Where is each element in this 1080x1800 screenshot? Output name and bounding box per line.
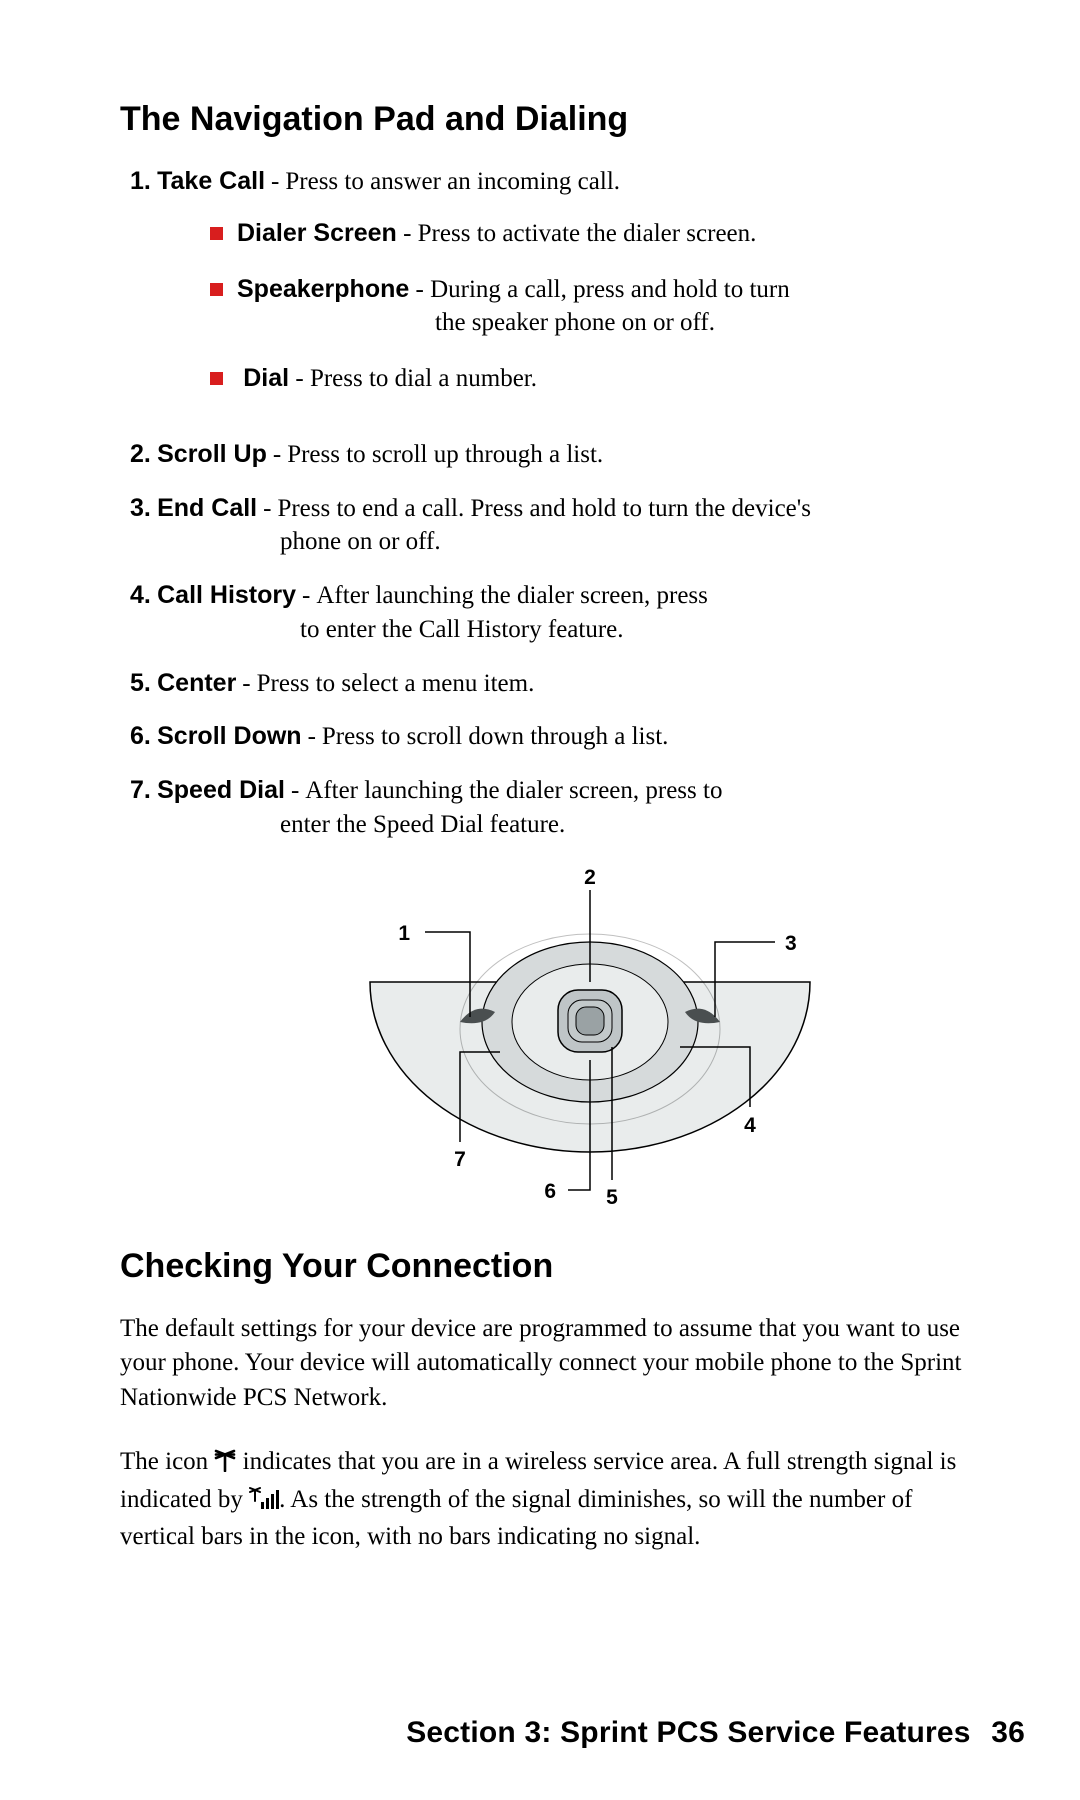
separator: - (296, 579, 316, 613)
list-item: 5. Center - Press to select a menu item. (130, 667, 985, 701)
diagram-svg: 1 2 3 4 5 6 7 (310, 862, 870, 1232)
diagram-label-6: 6 (544, 1180, 556, 1203)
item-number: 1. (130, 165, 151, 199)
item-number: 3. (130, 492, 151, 526)
page-footer: Section 3: Sprint PCS Service Features 3… (406, 1716, 1025, 1750)
diagram-label-4: 4 (744, 1114, 756, 1137)
sub-list: Dialer Screen - Press to activate the di… (210, 217, 985, 418)
separator: - (295, 365, 310, 392)
diagram-label-5: 5 (606, 1186, 618, 1209)
sub-item-label: Dial (243, 364, 289, 392)
item-number: 7. (130, 774, 151, 808)
separator: - (267, 438, 287, 472)
sub-item-description: During a call, press and hold to turn (430, 276, 790, 303)
bullet-icon (210, 227, 223, 240)
heading-checking-connection: Checking Your Connection (120, 1247, 985, 1286)
item-description: Press to select a menu item. (257, 667, 985, 701)
sub-item-description: Press to dial a number. (310, 365, 537, 392)
footer-page-number: 36 (991, 1716, 1025, 1749)
separator: - (403, 220, 418, 247)
antenna-icon (214, 1448, 236, 1483)
item-description: Press to answer an incoming call. (285, 165, 985, 199)
sub-list-item: Dial - Press to dial a number. (210, 362, 985, 396)
item-description: Press to scroll up through a list. (287, 438, 985, 472)
numbered-list: 1. Take Call - Press to answer an incomi… (130, 165, 985, 842)
diagram-label-3: 3 (785, 932, 797, 955)
page-root: The Navigation Pad and Dialing 1. Take C… (0, 0, 1080, 1800)
separator: - (236, 667, 256, 701)
diagram-label-7: 7 (454, 1148, 466, 1171)
para2-part-a: The icon (120, 1448, 214, 1475)
list-item: 3. End Call - Press to end a call. Press… (130, 492, 985, 560)
item-label: Scroll Down (157, 720, 301, 754)
list-item: 7. Speed Dial - After launching the dial… (130, 774, 985, 842)
footer-section-title: Section 3: Sprint PCS Service Features (406, 1716, 970, 1749)
bullet-icon (210, 372, 223, 385)
item-label: Speed Dial (157, 774, 285, 808)
item-continuation: to enter the Call History feature. (130, 613, 985, 647)
separator: - (257, 492, 277, 526)
bullet-icon (210, 283, 223, 296)
separator: - (302, 720, 322, 754)
item-number: 2. (130, 438, 151, 472)
item-label: End Call (157, 492, 257, 526)
item-number: 4. (130, 579, 151, 613)
item-label: Scroll Up (157, 438, 267, 472)
list-item: 6. Scroll Down - Press to scroll down th… (130, 720, 985, 754)
item-label: Center (157, 667, 236, 701)
connection-paragraph-1: The default settings for your device are… (120, 1312, 985, 1416)
sub-list-item: Dialer Screen - Press to activate the di… (210, 217, 985, 251)
sub-item-description: Press to activate the dialer screen. (418, 220, 757, 247)
item-continuation: phone on or off. (130, 525, 985, 559)
item-continuation: enter the Speed Dial feature. (130, 808, 985, 842)
item-description: After launching the dialer screen, press… (305, 774, 985, 808)
separator: - (285, 774, 305, 808)
item-number: 5. (130, 667, 151, 701)
diagram-label-2: 2 (584, 866, 596, 889)
diagram-label-1: 1 (398, 922, 410, 945)
item-number: 6. (130, 720, 151, 754)
navigation-pad-diagram: 1 2 3 4 5 6 7 (310, 862, 870, 1237)
list-item: 4. Call History - After launching the di… (130, 579, 985, 647)
item-description: Press to end a call. Press and hold to t… (277, 492, 985, 526)
item-label: Take Call (157, 165, 265, 199)
item-label: Call History (157, 579, 296, 613)
sub-list-item: Speakerphone - During a call, press and … (210, 273, 985, 341)
separator: - (265, 165, 285, 199)
item-description: After launching the dialer screen, press (316, 579, 985, 613)
separator: - (416, 276, 431, 303)
list-item: 1. Take Call - Press to answer an incomi… (130, 165, 985, 418)
heading-navigation-pad: The Navigation Pad and Dialing (120, 100, 985, 139)
sub-item-label: Dialer Screen (237, 219, 397, 247)
connection-paragraph-2: The icon indicates that you are in a wir… (120, 1445, 985, 1555)
sub-item-label: Speakerphone (237, 275, 409, 303)
sub-item-continuation: the speaker phone on or off. (237, 306, 985, 340)
item-description: Press to scroll down through a list. (322, 720, 985, 754)
signal-bars-icon (249, 1486, 279, 1521)
list-item: 2. Scroll Up - Press to scroll up throug… (130, 438, 985, 472)
